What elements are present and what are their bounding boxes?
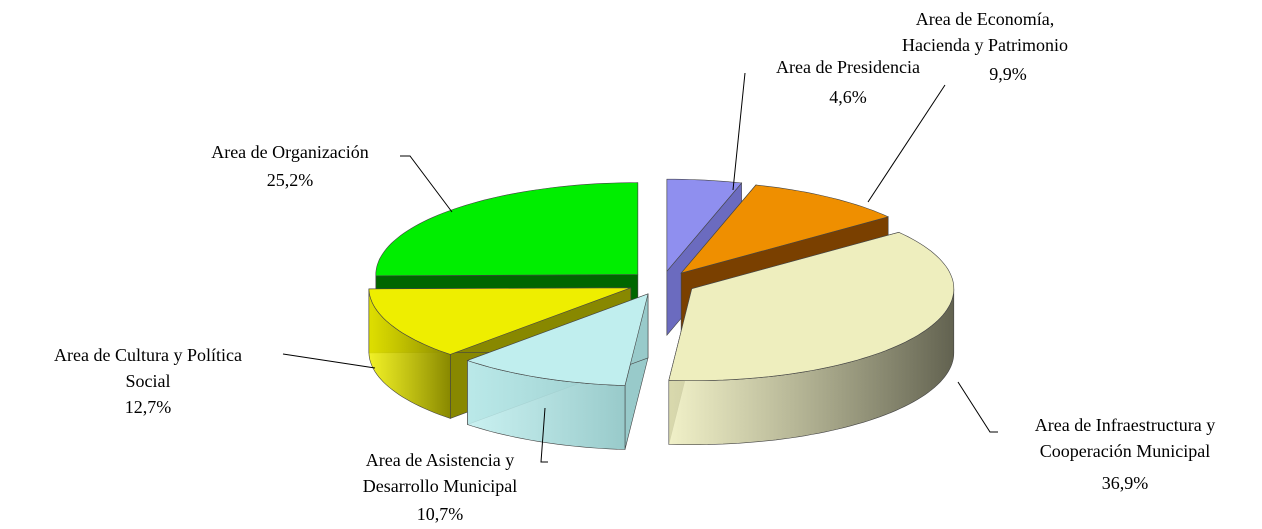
value-label: 36,9%	[1101, 473, 1149, 493]
slice-top	[375, 182, 639, 277]
slice-label: Area de Presidencia	[776, 57, 920, 77]
value-label: 9,9%	[989, 64, 1027, 84]
value-label: 10,7%	[416, 504, 464, 524]
slice-top	[466, 293, 649, 386]
leader-line	[957, 381, 998, 433]
value-label: 25,2%	[266, 170, 314, 190]
slice-label: Area de Economía, Hacienda y Patrimonio	[902, 9, 1068, 55]
leader-line	[540, 407, 548, 463]
value-label: 12,7%	[124, 397, 172, 417]
slice-top	[368, 287, 631, 355]
leader-line	[400, 155, 453, 213]
slice-top	[680, 184, 890, 274]
slice-label: Area de Organización	[211, 142, 369, 162]
slice-label: Area de Asistencia y Desarrollo Municipa…	[362, 450, 518, 496]
slice-top	[666, 178, 743, 273]
slice-top	[668, 231, 955, 381]
leader-line	[282, 353, 376, 369]
leader-line	[732, 72, 746, 191]
leader-line	[867, 84, 946, 203]
value-label: 4,6%	[829, 87, 867, 107]
slice-label: Area de Infraestructura y Cooperación Mu…	[1034, 415, 1216, 461]
slice-label: Area de Cultura y Política Social	[54, 345, 242, 391]
